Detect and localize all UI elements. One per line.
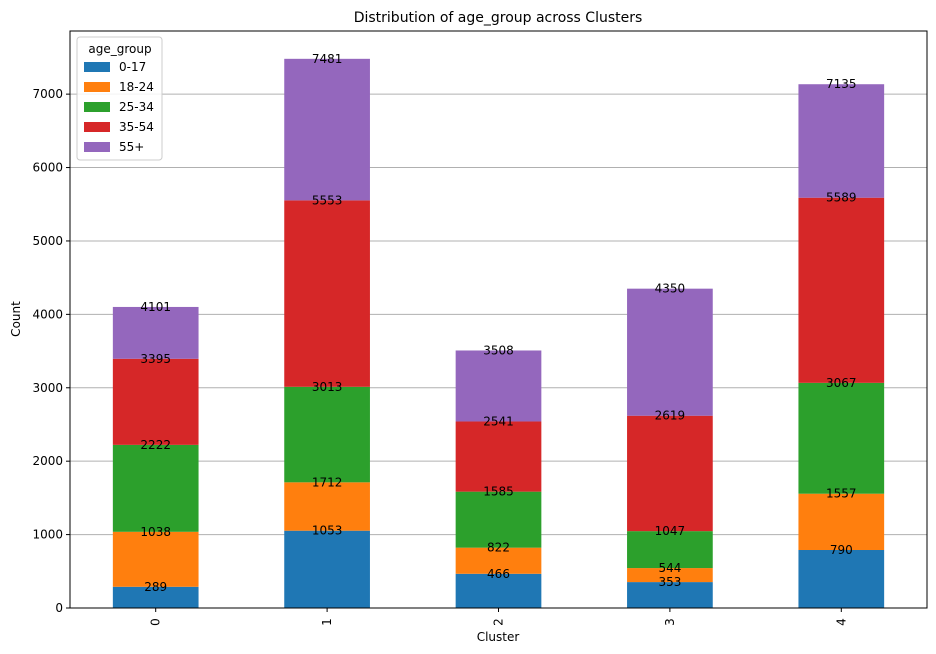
data-label: 790 bbox=[830, 543, 853, 557]
data-label: 5553 bbox=[312, 193, 343, 207]
bar-segment bbox=[798, 197, 885, 383]
y-tick-label: 6000 bbox=[32, 161, 63, 175]
data-label: 3067 bbox=[826, 376, 857, 390]
data-label: 2222 bbox=[140, 438, 171, 452]
data-label: 1038 bbox=[140, 525, 171, 539]
bar-segment bbox=[455, 491, 542, 548]
x-tick-label: 0 bbox=[149, 618, 163, 626]
y-tick-label: 5000 bbox=[32, 234, 63, 248]
data-label: 1047 bbox=[655, 524, 686, 538]
bar-segment bbox=[284, 200, 370, 387]
data-label: 3508 bbox=[483, 343, 514, 357]
legend-label: 55+ bbox=[119, 140, 144, 154]
bar-segment bbox=[112, 586, 199, 608]
legend: age_group 0-17 18-24 25-34 35-54 55+ bbox=[76, 36, 163, 161]
data-label: 1712 bbox=[312, 475, 343, 489]
data-label: 3395 bbox=[140, 352, 171, 366]
x-axis: 0 1 2 3 4 bbox=[149, 608, 848, 626]
y-axis-label: Count bbox=[9, 301, 23, 337]
x-tick-label: 2 bbox=[492, 618, 506, 626]
data-labels: 289 1038 2222 3395 4101 1053 1712 3013 5553 7481 4… bbox=[140, 52, 856, 594]
data-label: 822 bbox=[487, 541, 510, 555]
bar-segment bbox=[112, 358, 199, 445]
data-label: 2541 bbox=[483, 414, 514, 428]
y-tick-label: 3000 bbox=[32, 381, 63, 395]
data-label: 1585 bbox=[483, 485, 514, 499]
x-axis-label: Cluster bbox=[477, 630, 520, 644]
bar-segment bbox=[798, 550, 885, 608]
legend-swatch bbox=[84, 62, 110, 72]
legend-swatch bbox=[84, 82, 110, 92]
y-tick-label: 4000 bbox=[32, 307, 63, 321]
data-label: 1053 bbox=[312, 524, 343, 538]
data-label: 544 bbox=[658, 561, 681, 575]
legend-label: 35-54 bbox=[119, 120, 154, 134]
bar-segment bbox=[798, 493, 885, 551]
data-label: 3013 bbox=[312, 380, 343, 394]
bar-segment bbox=[112, 444, 199, 532]
legend-swatch bbox=[84, 102, 110, 112]
bar-segment bbox=[627, 582, 713, 608]
legend-label: 25-34 bbox=[119, 100, 154, 114]
data-label: 2619 bbox=[655, 409, 686, 423]
legend-swatch bbox=[84, 142, 110, 152]
y-tick-label: 0 bbox=[55, 601, 63, 615]
y-tick-label: 1000 bbox=[32, 528, 63, 542]
bar-segment bbox=[627, 568, 713, 583]
data-label: 289 bbox=[144, 580, 167, 594]
bar-segment bbox=[284, 530, 370, 608]
bar-segment bbox=[798, 382, 885, 494]
bar-segment bbox=[455, 350, 542, 422]
bar-segment bbox=[112, 531, 199, 587]
data-label: 7135 bbox=[826, 77, 857, 91]
bar-segment bbox=[455, 421, 542, 492]
data-label: 5589 bbox=[826, 191, 857, 205]
legend-label: 0-17 bbox=[119, 60, 146, 74]
data-label: 4350 bbox=[655, 282, 686, 296]
legend-title: age_group bbox=[88, 42, 151, 56]
x-tick-label: 4 bbox=[834, 618, 848, 626]
bar-segment bbox=[284, 386, 370, 483]
bar-segment bbox=[798, 84, 885, 198]
data-label: 7481 bbox=[312, 52, 343, 66]
x-tick-label: 3 bbox=[663, 618, 677, 626]
bar-segment bbox=[627, 288, 713, 416]
y-axis: 0 1000 2000 3000 4000 5000 6000 7000 bbox=[32, 87, 70, 615]
data-label: 4101 bbox=[140, 300, 171, 314]
bar-segment bbox=[627, 415, 713, 532]
bar-segment bbox=[455, 547, 542, 574]
data-label: 466 bbox=[487, 567, 510, 581]
bars bbox=[112, 58, 885, 608]
bar-segment bbox=[112, 306, 199, 359]
data-label: 1557 bbox=[826, 487, 857, 501]
bar-segment bbox=[627, 531, 713, 569]
y-tick-label: 7000 bbox=[32, 87, 63, 101]
legend-swatch bbox=[84, 122, 110, 132]
x-tick-label: 1 bbox=[320, 618, 334, 626]
bar-segment bbox=[284, 482, 370, 531]
bar-segment bbox=[455, 573, 542, 608]
legend-label: 18-24 bbox=[119, 80, 154, 94]
chart-title: Distribution of age_group across Cluster… bbox=[354, 10, 643, 26]
data-label: 353 bbox=[658, 575, 681, 589]
y-tick-label: 2000 bbox=[32, 454, 63, 468]
bar-segment bbox=[284, 58, 370, 201]
